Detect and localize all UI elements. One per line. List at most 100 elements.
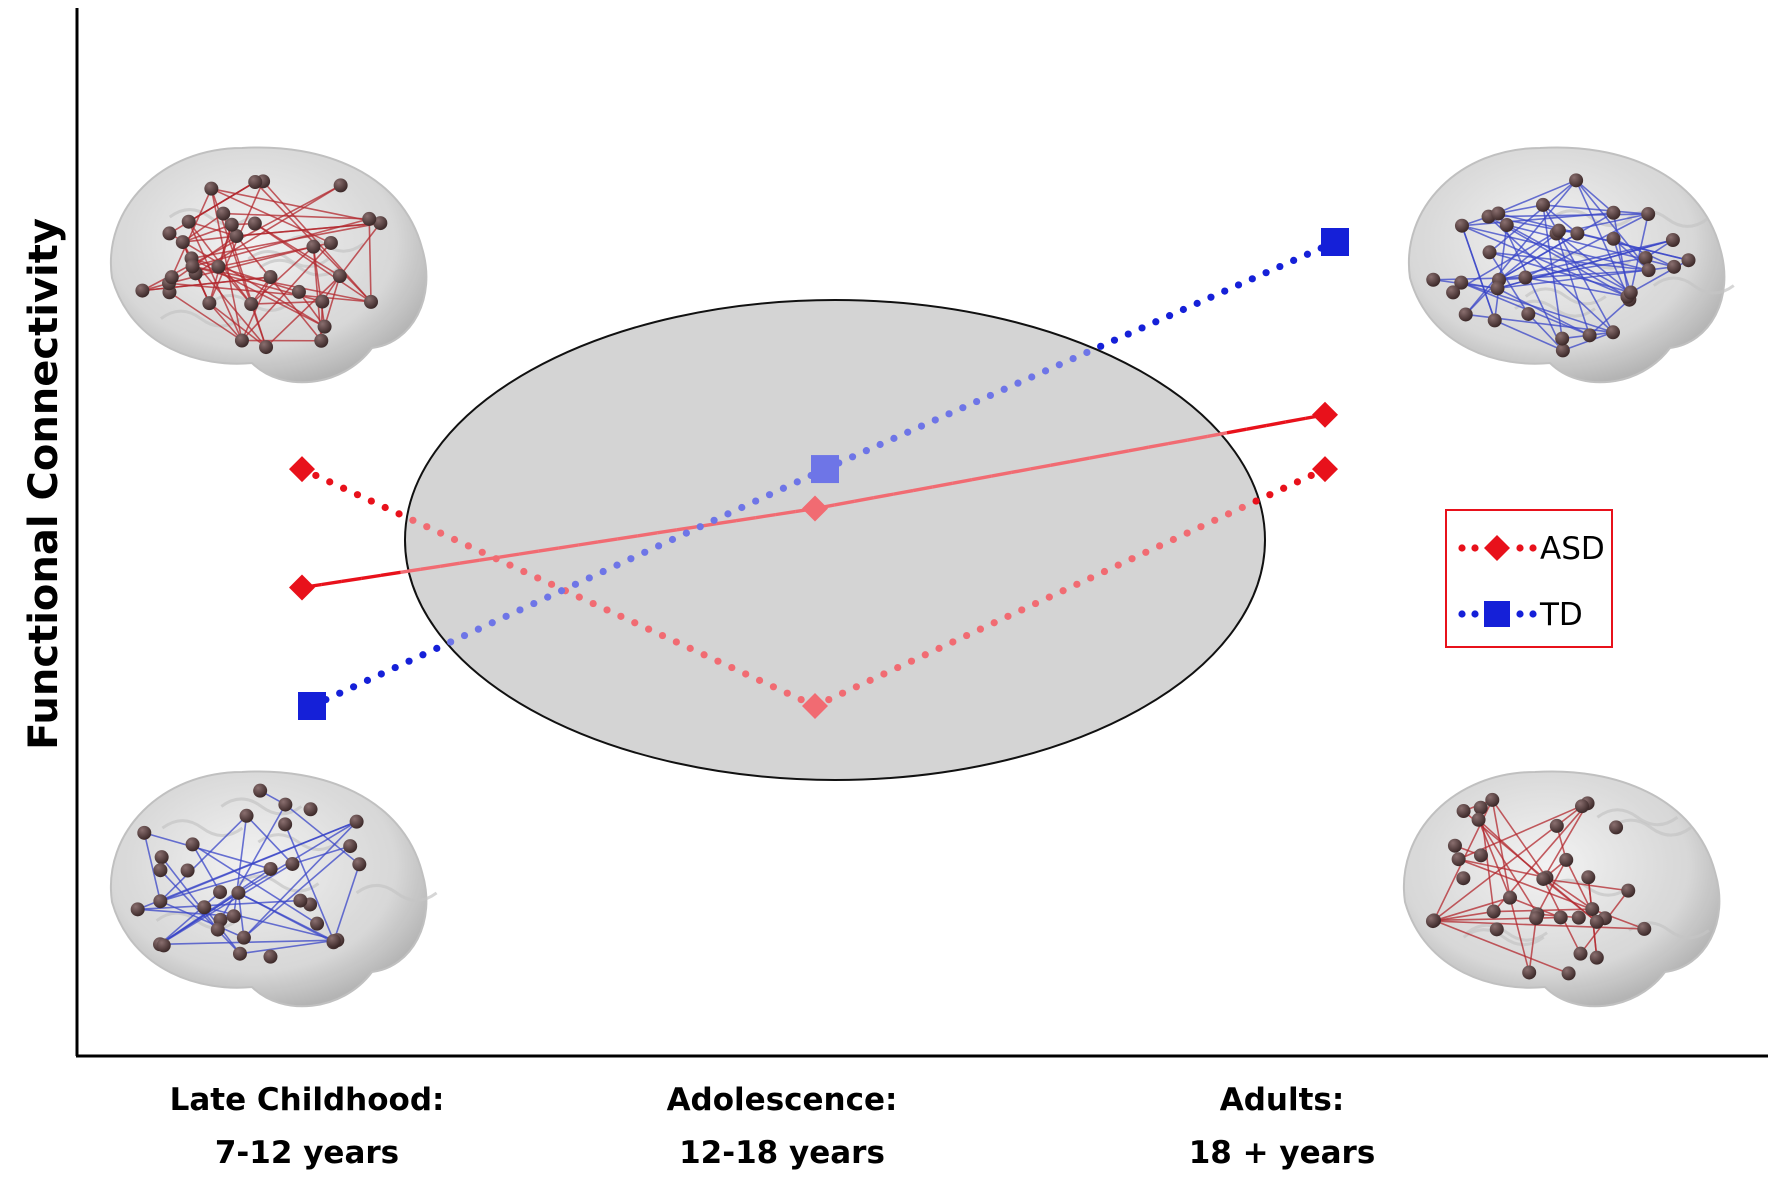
brain-node <box>1665 232 1680 247</box>
brain-node <box>210 922 225 937</box>
line-dot <box>363 676 372 684</box>
line-dot <box>326 478 334 486</box>
line-dot <box>1041 367 1050 375</box>
line-dot <box>603 606 611 614</box>
line-dot <box>1224 510 1233 518</box>
line-dot <box>1307 471 1315 480</box>
line-dot <box>904 428 912 436</box>
line-dot <box>631 619 639 627</box>
brain-connection <box>169 232 325 328</box>
brain-node <box>1456 804 1471 819</box>
line-dot <box>409 516 417 524</box>
line-segment <box>558 543 579 550</box>
line-dot <box>1004 612 1012 620</box>
line-dot <box>1169 535 1177 544</box>
brain-connection <box>182 223 233 243</box>
line-dot <box>696 523 704 531</box>
x-tick-label-line1: Adults: <box>1220 1082 1345 1118</box>
line-dot <box>655 542 663 550</box>
line-dot <box>437 529 445 537</box>
brain-node <box>263 949 278 964</box>
line-dot <box>1262 269 1270 277</box>
line-dot <box>1252 497 1260 505</box>
brain-node <box>1490 281 1505 296</box>
brain-connection <box>1488 251 1530 315</box>
brain-gyrus <box>1596 808 1679 827</box>
line-dot <box>1097 342 1105 350</box>
highlight-region <box>404 299 1266 781</box>
brain-connection <box>1433 276 1526 281</box>
brain-node <box>310 916 325 931</box>
line-dot <box>1238 503 1246 512</box>
x-tick-labels: Late Childhood: 7-12 years Adolescence: 12-… <box>170 1082 1376 1171</box>
line-dot <box>728 663 736 672</box>
brain-connection <box>284 824 335 942</box>
line-dot <box>990 619 998 627</box>
line-dot <box>450 535 459 544</box>
line-dot <box>986 391 995 400</box>
line-dot <box>506 561 514 569</box>
brain-connection <box>1575 179 1614 214</box>
line-dot <box>478 548 486 556</box>
brain-network-4 <box>1402 770 1721 1008</box>
line-segment <box>755 512 776 520</box>
legend: ASD TD <box>1445 509 1613 648</box>
line-dot <box>312 471 320 480</box>
brain-connection <box>208 302 243 342</box>
line-dot <box>419 651 427 659</box>
brain-connection <box>237 892 245 938</box>
legend-dot <box>1529 610 1537 618</box>
brain-node <box>1555 343 1570 358</box>
line-segment <box>597 537 618 544</box>
line-segment <box>400 567 421 575</box>
line-dot <box>1100 567 1109 576</box>
line-dot <box>1179 305 1187 314</box>
brain-connection <box>298 291 326 328</box>
brain-node <box>234 333 249 348</box>
brain-node <box>1522 965 1537 980</box>
brain-connection <box>368 218 372 302</box>
series-td_dotted <box>298 228 1349 720</box>
brain-node <box>1454 275 1469 290</box>
line-dot <box>627 555 635 563</box>
line-segment <box>1128 445 1149 453</box>
line-dot <box>460 631 469 640</box>
brain-gyrus <box>1524 287 1607 306</box>
line-dot <box>377 670 385 678</box>
line-dot <box>724 510 732 518</box>
brain-node <box>1454 218 1469 233</box>
line-segment <box>459 558 480 565</box>
line-dot <box>949 638 957 646</box>
line-dot <box>838 689 847 697</box>
brain-node <box>1549 818 1564 833</box>
brain-node <box>1609 820 1624 835</box>
brain-node <box>293 893 308 908</box>
line-segment <box>1187 434 1208 442</box>
brain-connection <box>1488 213 1649 218</box>
line-dot <box>530 599 538 608</box>
brain-node <box>1473 848 1488 863</box>
brain-node <box>1535 197 1550 212</box>
brain-node <box>1605 325 1620 340</box>
line-dot <box>963 631 971 640</box>
y-axis-label: Functional Connectivity <box>21 218 67 750</box>
brain-connection <box>251 300 323 305</box>
brain-node <box>1485 792 1500 807</box>
legend-box <box>1445 509 1613 648</box>
brain-node <box>181 214 196 229</box>
brain-node <box>278 797 293 812</box>
line-dot <box>391 663 399 672</box>
line-segment <box>360 573 382 581</box>
brain-node <box>343 839 358 854</box>
adolescence-ellipse <box>404 299 1266 781</box>
brain-connection <box>1498 204 1544 215</box>
line-dot <box>571 580 580 588</box>
brain-connection <box>239 939 338 955</box>
brain-connection <box>1506 224 1632 294</box>
line-dot <box>866 676 874 684</box>
line-dot <box>921 651 929 659</box>
line-dot <box>852 683 860 691</box>
brain-connection <box>1575 179 1631 301</box>
brain-node <box>303 802 318 817</box>
line-dot <box>1207 293 1215 301</box>
